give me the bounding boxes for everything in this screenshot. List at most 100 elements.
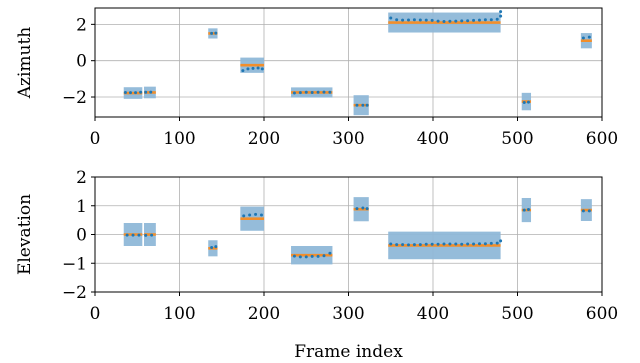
elevation-estimate-point [304,255,308,259]
elevation-estimate-point [292,254,296,258]
elevation-estimate-point [328,251,332,255]
azimuth-estimate-point [466,19,470,23]
azimuth-estimate-point [355,103,359,107]
azimuth-ytick-label: 0 [76,52,87,72]
elevation-estimate-point [361,206,365,210]
elevation-estimate-point [406,243,410,247]
azimuth-estimate-point [128,91,132,95]
azimuth-estimate-point [477,18,481,22]
azimuth-xtick-label: 500 [501,129,533,149]
elevation-estimate-point [499,239,503,243]
azimuth-estimate-point [310,90,314,94]
azimuth-estimate-point [149,90,153,94]
azimuth-xtick-label: 600 [586,129,618,149]
elevation-estimate-point [254,212,258,216]
elevation-xtick-label: 300 [332,304,364,324]
elevation-estimate-point [442,242,446,246]
elevation-estimate-point [477,242,481,246]
azimuth-estimate-point [472,18,476,22]
elevation-estimate-point [210,245,214,249]
elevation-estimate-point [466,242,470,246]
elevation-estimate-point [144,233,148,237]
azimuth-estimate-point [298,91,302,95]
azimuth-estimate-point [499,10,503,14]
elevation-estimate-point [495,241,499,245]
elevation-estimate-point [472,242,476,246]
elevation-estimate-point [310,254,314,258]
azimuth-ylabel: Azimuth [15,27,35,100]
elevation-estimate-point [401,243,405,247]
azimuth-estimate-point [483,18,487,22]
azimuth-estimate-point [448,19,452,23]
azimuth-estimate-point [489,18,493,22]
elevation-estimate-point [448,242,452,246]
azimuth-ytick-label: 2 [76,15,87,35]
elevation-ytick-label: −2 [62,283,87,303]
elevation-estimate-point [454,242,458,246]
elevation-estimate-point [436,242,440,246]
azimuth-estimate-point [214,31,218,35]
azimuth-estimate-point [401,18,405,22]
azimuth-estimate-point [134,91,138,95]
elevation-estimate-point [489,241,493,245]
azimuth-estimate-point [260,67,264,71]
azimuth-xtick-label: 200 [248,129,280,149]
azimuth-ytick-label: −2 [62,88,87,108]
elevation-estimate-point [526,207,530,211]
elevation-estimate-point [150,233,154,237]
azimuth-estimate-point [581,36,585,40]
azimuth-estimate-point [246,67,250,71]
azimuth-estimate-point [316,90,320,94]
elevation-xtick-label: 600 [586,304,618,324]
elevation-estimate-point [322,254,326,258]
azimuth-estimate-point [139,90,143,94]
azimuth-xtick-label: 100 [163,129,195,149]
elevation-estimate-point [522,208,526,212]
elevation-estimate-point [412,243,416,247]
elevation-xtick-label: 0 [90,304,101,324]
azimuth-estimate-point [460,19,464,23]
azimuth-estimate-point [256,66,260,70]
elevation-estimate-point [424,242,428,246]
azimuth-estimate-point [144,90,148,94]
elevation-estimate-point [355,207,359,211]
azimuth-estimate-point [418,18,422,22]
azimuth-estimate-point [412,18,416,22]
azimuth-xtick-label: 400 [417,129,449,149]
azimuth-estimate-point [123,90,127,94]
elevation-estimate-point [460,242,464,246]
azimuth-panel: 0 100 200 300 400 500 600 −2 0 2 Azimuth [15,7,618,149]
elevation-estimate-point [483,242,487,246]
elevation-estimate-point [242,214,246,218]
elevation-estimate-point [125,233,129,237]
azimuth-estimate-point [292,91,296,95]
elevation-estimate-point [131,233,135,237]
elevation-ytick-label: −1 [62,254,87,274]
azimuth-estimate-point [442,19,446,23]
elevation-estimate-point [587,209,591,213]
azimuth-estimate-point [495,17,499,21]
elevation-panel: 0 100 200 300 400 500 600 −2 −1 0 1 2 Elevation Frame… [15,168,618,362]
azimuth-estimate-point [587,35,591,39]
elevation-xtick-label: 100 [163,304,195,324]
azimuth-estimate-point [424,18,428,22]
azimuth-estimate-point [361,103,365,107]
elevation-estimate-point [137,233,141,237]
azimuth-xtick-label: 0 [90,129,101,149]
elevation-ytick-label: 2 [76,168,87,188]
azimuth-estimate-point [251,66,255,70]
elevation-estimate-point [395,243,399,247]
azimuth-xtick-label: 300 [332,129,364,149]
azimuth-estimate-point [395,18,399,22]
elevation-xtick-label: 400 [417,304,449,324]
elevation-estimate-point [248,213,252,217]
azimuth-estimate-point [430,18,434,22]
elevation-estimate-point [430,242,434,246]
elevation-estimate-point [581,209,585,213]
elevation-estimate-point [259,213,263,217]
azimuth-estimate-point [406,18,410,22]
azimuth-estimate-point [210,31,214,35]
elevation-estimate-point [214,245,218,249]
azimuth-estimate-point [389,16,393,20]
